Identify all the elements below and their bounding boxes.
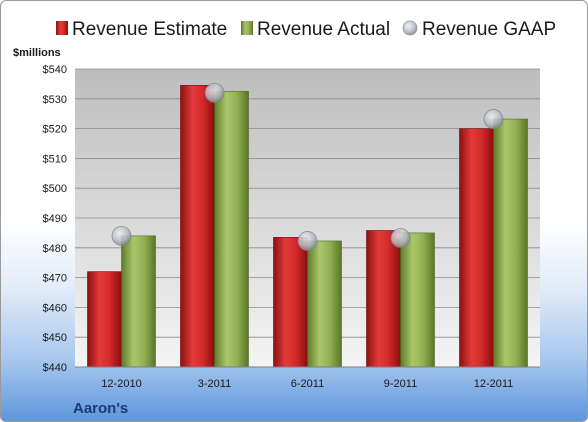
bar-revenue-estimate-9-2011	[366, 230, 401, 368]
legend-swatch-revenue-actual	[241, 21, 253, 35]
y-tick-label: $500	[43, 183, 67, 195]
legend-swatch-revenue-estimate	[56, 21, 68, 35]
y-tick-label: $440	[43, 362, 67, 374]
x-tick-label: 12-2010	[101, 378, 141, 390]
legend-label-revenue-estimate: Revenue Estimate	[72, 19, 227, 40]
legend-label-revenue-gaap: Revenue GAAP	[422, 19, 556, 40]
bar-revenue-estimate-3-2011	[180, 85, 215, 368]
gaap-markers	[111, 82, 504, 251]
y-tick-label: $520	[43, 124, 67, 136]
y-tick-label: $490	[43, 213, 67, 225]
y-tick-label: $480	[43, 243, 67, 255]
bar-revenue-actual-6-2011	[307, 240, 342, 368]
bar-revenue-actual-3-2011	[214, 91, 249, 368]
legend-marker-revenue-gaap	[402, 20, 418, 36]
y-tick-label: $450	[43, 332, 67, 344]
bar-revenue-estimate-12-2011	[459, 128, 494, 368]
x-tick-label: 9-2011	[384, 378, 417, 390]
bars	[87, 85, 528, 368]
bar-revenue-estimate-6-2011	[273, 237, 308, 368]
y-tick-label: $470	[43, 273, 67, 285]
marker-revenue-gaap-12-2011	[483, 109, 504, 129]
y-tick-label: $510	[43, 153, 67, 165]
y-tick-label: $460	[43, 302, 67, 314]
marker-revenue-gaap-9-2011	[390, 228, 411, 248]
x-axis-ticks: 12-2010 3-2011 6-2011 9-2011 12-2011	[101, 378, 513, 390]
legend-label-revenue-actual: Revenue Actual	[257, 19, 390, 40]
y-unit-label: $millions	[13, 47, 61, 59]
x-tick-label: 3-2011	[198, 378, 231, 390]
bar-revenue-actual-12-2010	[121, 235, 156, 368]
marker-revenue-gaap-6-2011	[297, 231, 318, 251]
marker-revenue-gaap-3-2011	[204, 82, 225, 103]
marker-revenue-gaap-12-2010	[111, 225, 132, 246]
chart-legend: Revenue Estimate Revenue Actual Revenue …	[56, 19, 556, 40]
y-tick-label: $530	[43, 94, 67, 106]
x-tick-label: 12-2011	[474, 378, 514, 390]
bar-revenue-actual-12-2011	[493, 118, 528, 368]
y-axis-ticks: $440 $450 $460 $470 $480 $490 $500 $510 $520 $530…	[43, 64, 67, 374]
bar-revenue-actual-9-2011	[400, 232, 435, 368]
bar-revenue-estimate-12-2010	[87, 271, 122, 368]
y-tick-label: $540	[43, 64, 67, 76]
company-name: Aaron's	[73, 400, 128, 417]
x-tick-label: 6-2011	[291, 378, 324, 390]
